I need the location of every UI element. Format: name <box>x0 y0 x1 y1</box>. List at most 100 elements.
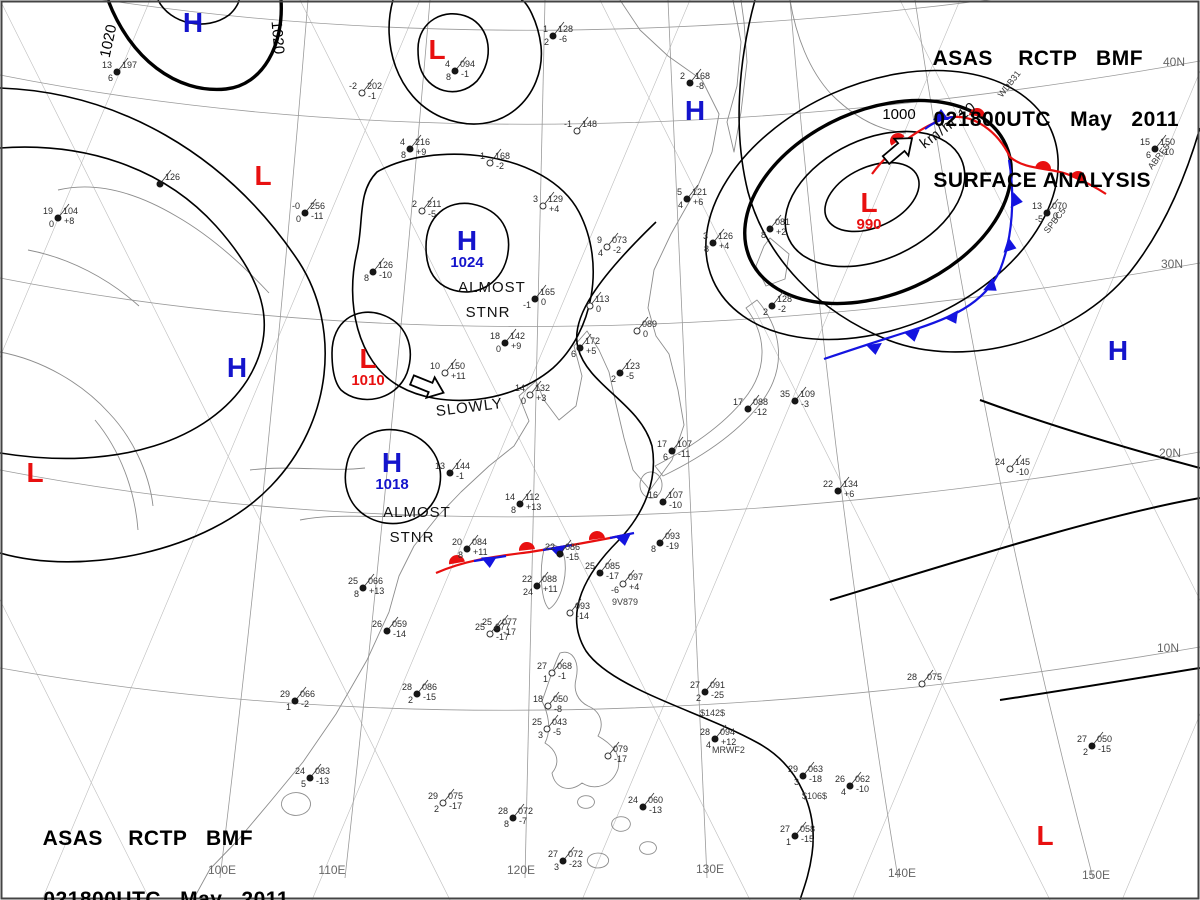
latitude-label: 30N <box>1161 257 1183 271</box>
station-dot <box>683 195 691 203</box>
station-dot <box>301 209 309 217</box>
station-tendency: -10 <box>669 500 682 510</box>
station-temperature: -2 <box>349 81 357 91</box>
pressure-center-symbol: H <box>227 352 247 383</box>
station-dewpoint: 0 <box>521 396 526 406</box>
station-tendency: +4 <box>549 204 559 214</box>
station-dewpoint: -1 <box>523 300 531 310</box>
station-temperature: 25 <box>348 576 358 586</box>
station-temperature: 28 <box>907 672 917 682</box>
station-dot <box>1043 209 1051 217</box>
station-plot: 19 104+8 0 <box>43 203 78 229</box>
warm-front-symbol <box>519 542 535 551</box>
high-pressure-center: H <box>685 95 705 126</box>
station-temperature: -1 <box>564 119 572 129</box>
station-tendency: -10 <box>1016 467 1029 477</box>
station-dewpoint: 8 <box>504 819 509 829</box>
station-pressure: 150 <box>450 361 465 371</box>
station-tendency: -1 <box>456 471 464 481</box>
station-dot <box>596 569 604 577</box>
station-dewpoint: 8 <box>458 550 463 560</box>
station-plot: 16 107-10 <box>648 487 683 510</box>
station-pressure: 211 <box>427 199 441 209</box>
station-callsign: MRWF2 <box>712 745 745 755</box>
high-pressure-center: H <box>1108 335 1128 366</box>
station-dot <box>543 725 551 733</box>
station-plot: 2 211-5 <box>412 196 441 219</box>
station-plot: 27 058-15 1 <box>780 821 815 847</box>
station-dot <box>533 582 541 590</box>
title-line-2: 021800UTC May 2011 <box>43 888 289 900</box>
warm-front-symbol <box>449 555 465 565</box>
station-dot <box>451 67 459 75</box>
station-temperature: 26 <box>835 774 845 784</box>
stationary-front-cold-segment <box>609 531 635 540</box>
pressure-center-symbol: L <box>254 160 271 191</box>
cold-front-symbol <box>866 342 882 355</box>
pressure-center-symbol: H <box>382 447 402 478</box>
station-dot <box>639 803 647 811</box>
station-temperature: 13 <box>102 60 112 70</box>
station-pressure: 050 <box>1097 734 1112 744</box>
station-dot <box>744 405 752 413</box>
station-plot: 2 168-8 <box>680 68 710 91</box>
coastlines <box>0 0 907 900</box>
station-pressure: 126 <box>718 231 733 241</box>
station-temperature: 35 <box>780 389 790 399</box>
station-dewpoint: 8 <box>446 72 451 82</box>
low-pressure-center: L <box>1036 820 1053 851</box>
station-pressure: 086 <box>565 542 580 552</box>
station-dot <box>383 627 391 635</box>
station-dot <box>686 79 694 87</box>
station-dot <box>1006 465 1014 473</box>
station-temperature: 19 <box>43 206 53 216</box>
station-dot <box>566 609 574 617</box>
station-plot: 28 086-15 2 <box>402 679 437 705</box>
station-tendency: +8 <box>64 216 74 226</box>
station-tendency: 0 <box>643 329 648 339</box>
station-tendency: -14 <box>576 611 589 621</box>
station-pressure: 066 <box>300 689 315 699</box>
station-dot <box>616 369 624 377</box>
station-dot <box>586 302 594 310</box>
station-dot <box>516 500 524 508</box>
station-plot: 28 072-7 8 <box>498 803 533 829</box>
station-pressure: 109 <box>800 389 815 399</box>
station-pressure: 144 <box>455 461 470 471</box>
station-tendency: +9 <box>511 341 521 351</box>
station-pressure: 072 <box>568 849 583 859</box>
station-plot: 27 068-1 1 <box>537 658 572 684</box>
station-tendency: +11 <box>473 547 488 557</box>
pressure-center-symbol: H <box>685 95 705 126</box>
station-dot <box>306 774 314 782</box>
station-plot: 17 107-11 6 <box>657 436 692 462</box>
station-tendency: -11 <box>311 211 323 221</box>
station-dot <box>54 214 62 222</box>
station-dot <box>439 799 447 807</box>
station-pressure: 142 <box>510 331 525 341</box>
station-pressure: 084 <box>472 537 487 547</box>
station-plot: 26 062-10 4 <box>835 771 870 797</box>
station-dot <box>791 397 799 405</box>
station-dot <box>486 159 494 167</box>
station-dewpoint: 6 <box>571 349 576 359</box>
station-tendency: -15 <box>423 692 436 702</box>
station-callsign: $142$ <box>700 708 725 718</box>
station-tendency: 0 <box>541 297 546 307</box>
stationary-front-cold-segment <box>473 554 507 563</box>
front-line <box>435 532 631 575</box>
station-tendency: -15 <box>1098 744 1111 754</box>
station-dot <box>406 145 414 153</box>
pressure-center-symbol: L <box>428 34 445 65</box>
station-plot: 4 094-1 8 <box>445 56 475 82</box>
station-pressure: 089 <box>642 319 657 329</box>
stationary-front-cold-segment <box>542 543 573 552</box>
station-dewpoint: 2 <box>763 307 768 317</box>
station-dewpoint: 8 <box>651 544 656 554</box>
station-pressure: 112 <box>525 492 539 502</box>
warm-front-symbol <box>1035 161 1051 171</box>
cold-front-symbol <box>904 329 920 342</box>
